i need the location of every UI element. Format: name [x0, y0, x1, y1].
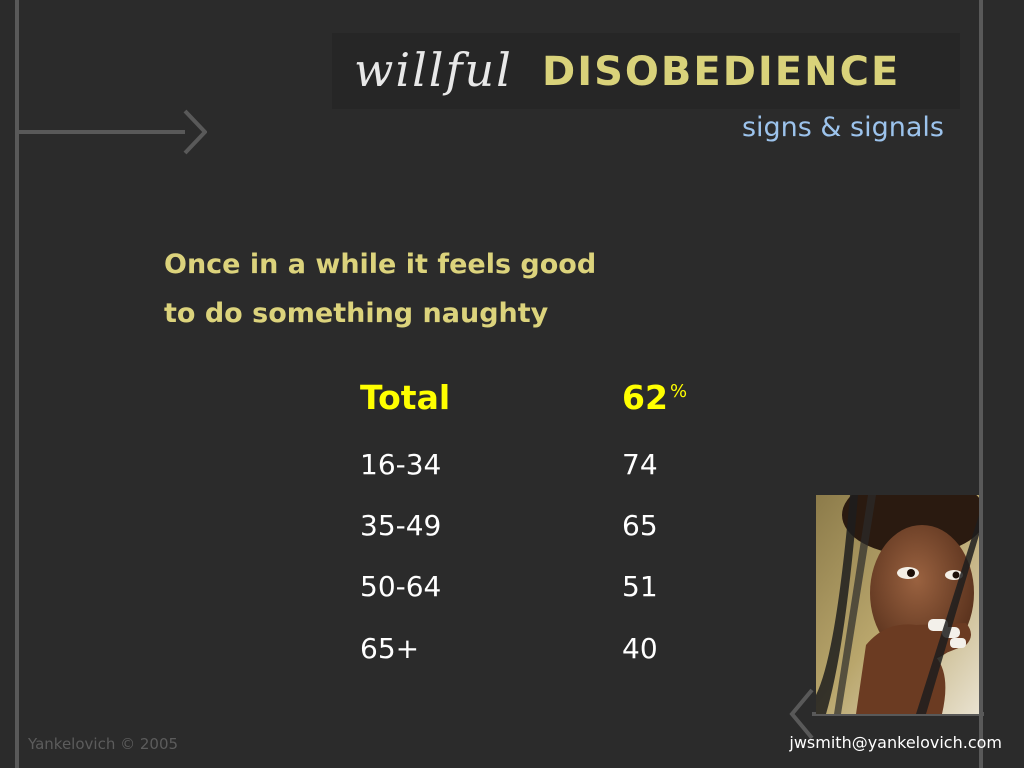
- title-banner: [332, 33, 960, 109]
- total-value: 62%: [622, 378, 687, 417]
- age-value: 51: [622, 570, 658, 603]
- table-row: 50-64 51: [360, 570, 720, 620]
- age-value: 74: [622, 448, 658, 481]
- contact-email[interactable]: jwsmith@yankelovich.com: [789, 733, 1002, 752]
- total-label: Total: [360, 378, 451, 417]
- table-row: 16-34 74: [360, 448, 720, 498]
- copyright-text: Yankelovich © 2005: [28, 735, 179, 753]
- age-label: 35-49: [360, 509, 442, 542]
- frame-line-left: [15, 0, 19, 768]
- statement-line-2: to do something naughty: [164, 298, 549, 329]
- age-value: 65: [622, 509, 658, 542]
- frame-line-right: [979, 0, 983, 768]
- statement-line-1: Once in a while it feels good: [164, 249, 597, 280]
- subtitle: signs & signals: [741, 112, 944, 143]
- right-arrow-icon: [17, 109, 207, 155]
- title-script: willful: [354, 43, 513, 97]
- table-row-total: Total 62%: [360, 378, 720, 428]
- left-chevron-icon: [789, 688, 984, 740]
- total-number: 62: [622, 378, 668, 417]
- age-label: 50-64: [360, 570, 442, 603]
- age-value: 40: [622, 632, 658, 665]
- title-bold: DISOBEDIENCE: [542, 49, 901, 95]
- table-row: 65+ 40: [360, 632, 720, 682]
- survey-statement: Once in a while it feels good to do some…: [164, 240, 596, 338]
- age-label: 65+: [360, 632, 420, 665]
- age-label: 16-34: [360, 448, 442, 481]
- total-unit: %: [669, 381, 688, 402]
- table-row: 35-49 65: [360, 509, 720, 559]
- woman-photo: [816, 495, 979, 714]
